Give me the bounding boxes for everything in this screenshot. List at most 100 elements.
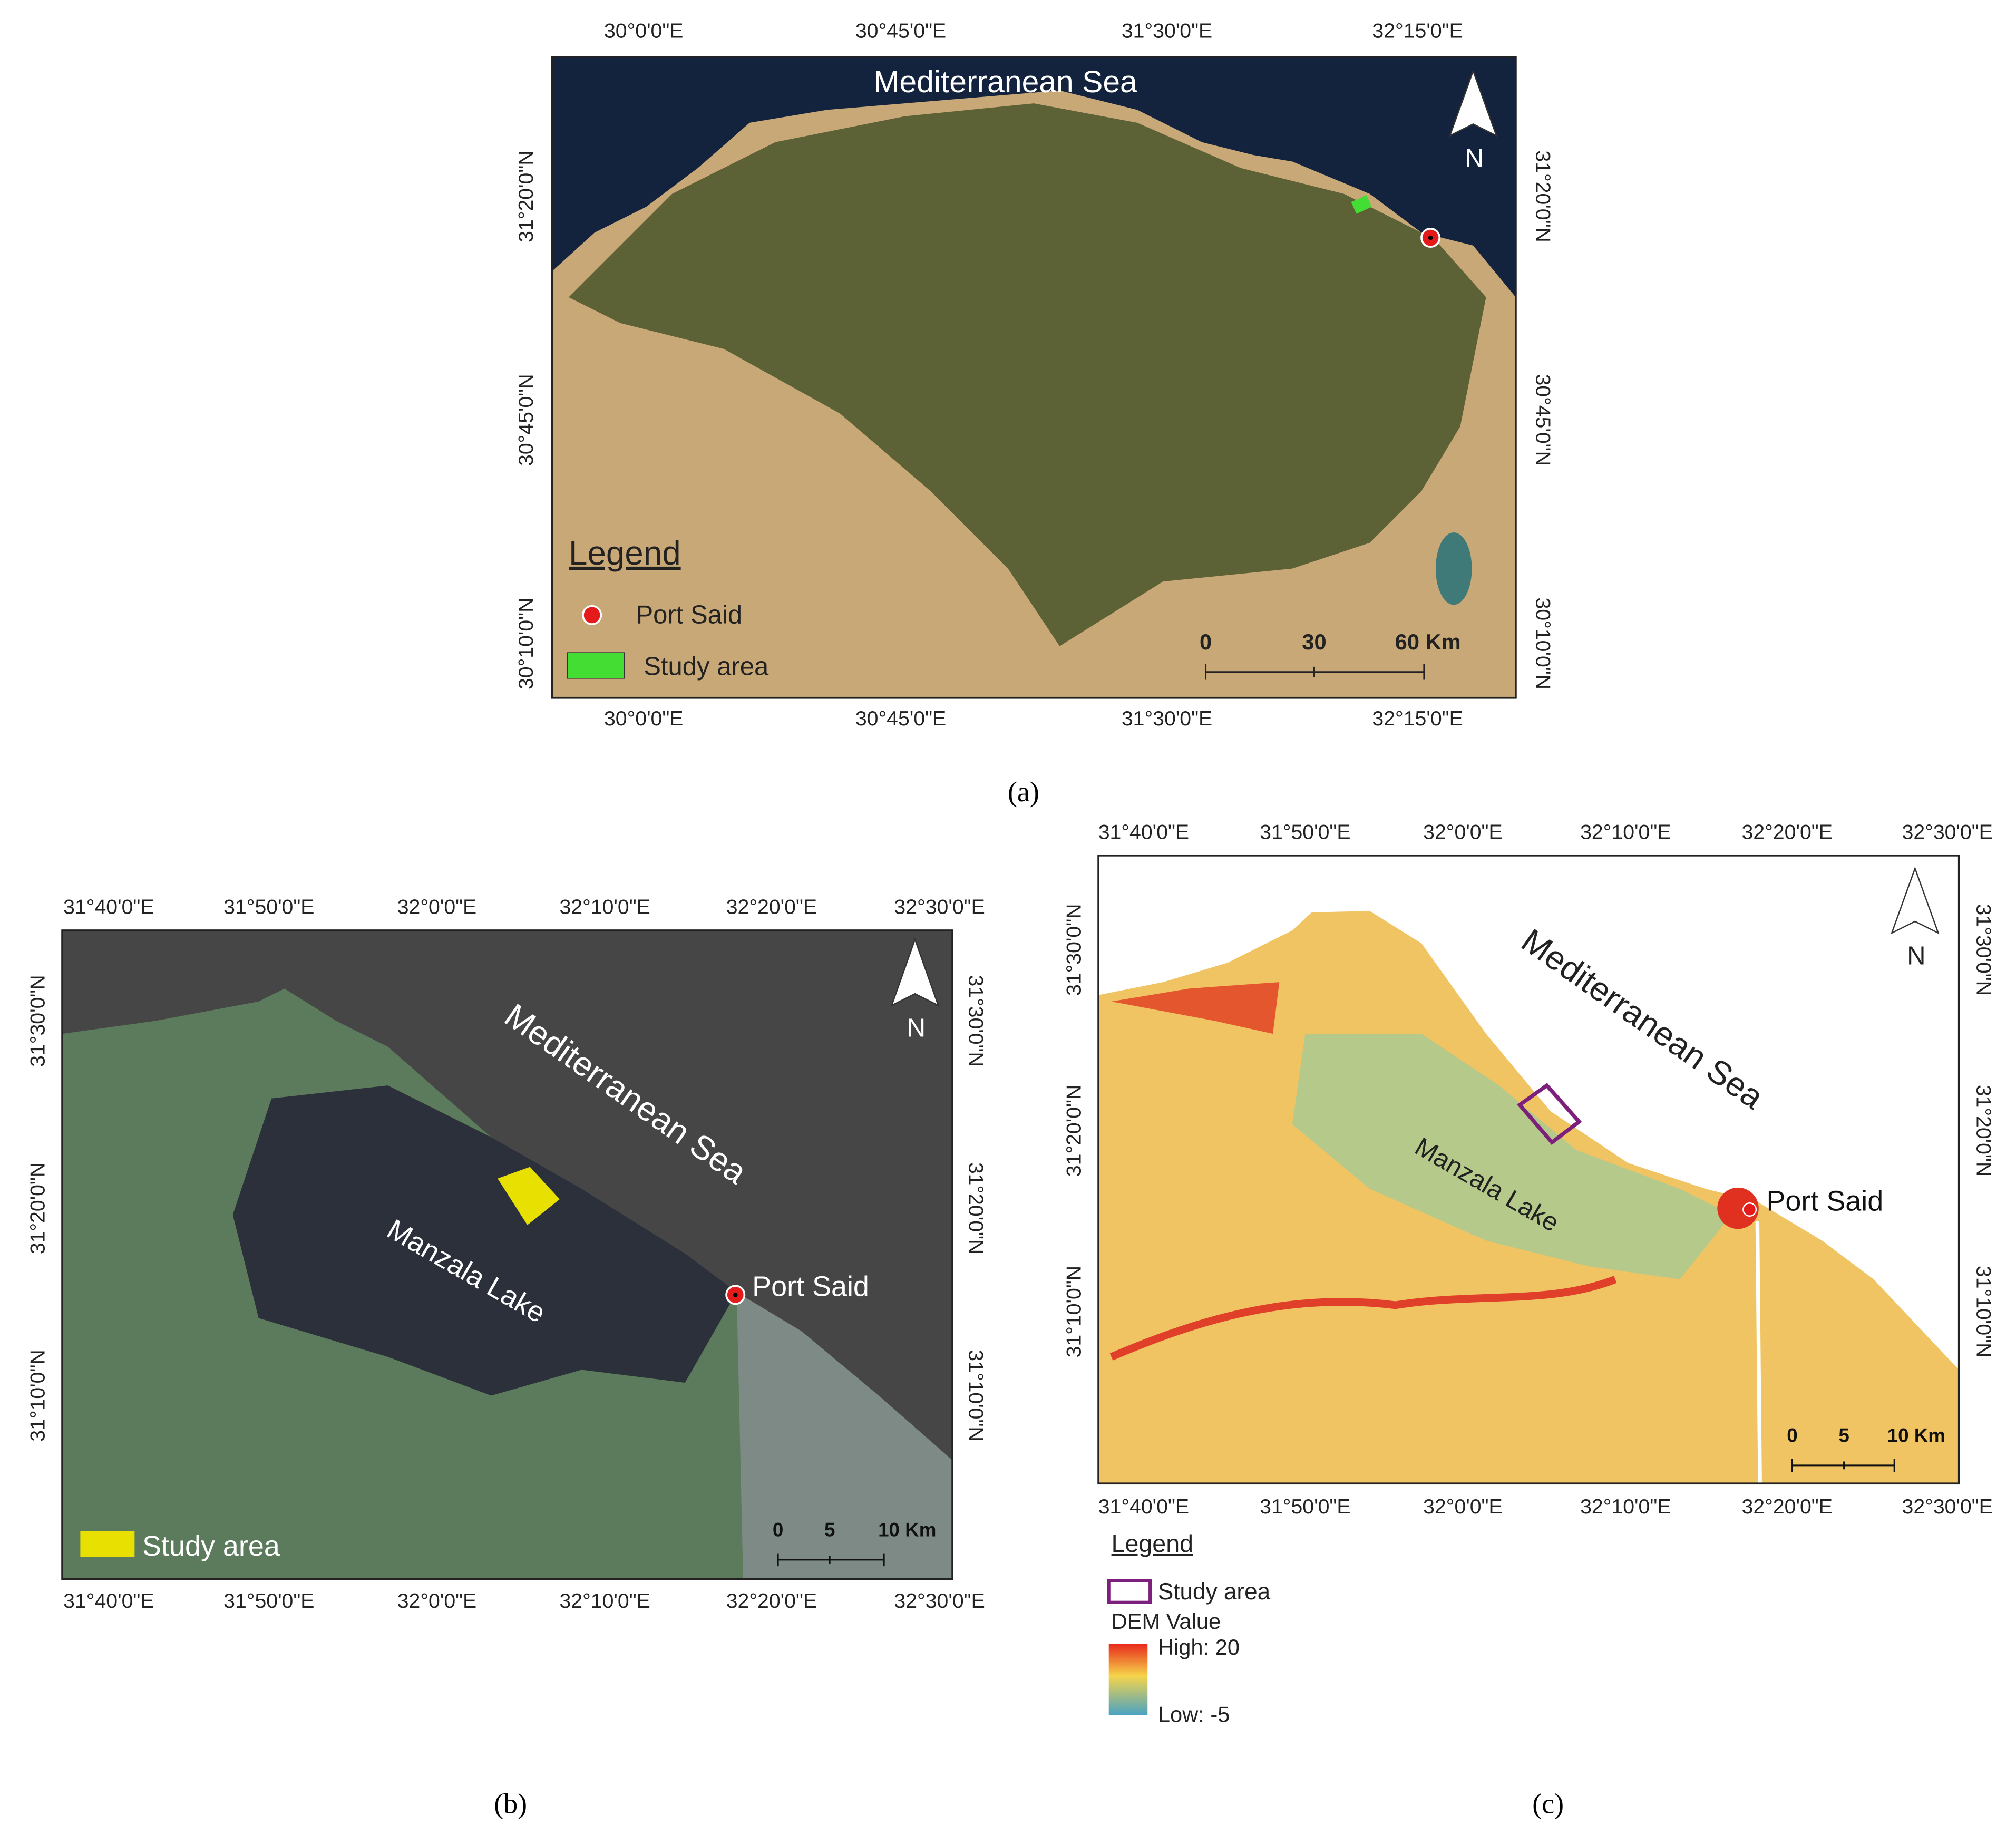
x-tick-label: 31°50'0"E bbox=[1260, 821, 1350, 844]
y-tick-label: 31°20'0"N bbox=[1532, 150, 1555, 242]
scale-label: 30 bbox=[1302, 629, 1326, 654]
y-tick-label: 31°30'0"N bbox=[1972, 904, 1995, 996]
lake bbox=[232, 1085, 737, 1396]
scale-label: 5 bbox=[1838, 1425, 1849, 1446]
scale-bar bbox=[1791, 1459, 1895, 1472]
port-said-marker bbox=[1742, 1202, 1757, 1217]
lake bbox=[1292, 1034, 1732, 1279]
panel-a: N Mediterranean Sea Legend Port Said Stu… bbox=[551, 56, 1517, 808]
x-tick-label: 32°10'0"E bbox=[1580, 1495, 1671, 1518]
x-tick-label: 32°20'0"E bbox=[1742, 821, 1833, 844]
x-tick-label: 31°40'0"E bbox=[1098, 821, 1189, 844]
x-tick-label: 31°50'0"E bbox=[1260, 1495, 1350, 1518]
dem-low: Low: -5 bbox=[1158, 1702, 1230, 1726]
y-tick-label: 31°10'0"N bbox=[1062, 1266, 1085, 1357]
dem-high: High: 20 bbox=[1158, 1635, 1240, 1659]
scale-label: 60 Km bbox=[1395, 629, 1461, 654]
x-tick-label: 31°40'0"E bbox=[1098, 1495, 1189, 1518]
panel-label: (b) bbox=[494, 1788, 527, 1819]
canal bbox=[1755, 1221, 1762, 1484]
dem-ramp bbox=[1108, 1644, 1148, 1715]
study-area bbox=[1351, 195, 1372, 214]
frame bbox=[1097, 854, 1960, 1485]
x-tick-label: 31°40'0"E bbox=[63, 896, 154, 919]
legend-title: Legend bbox=[1112, 1530, 1193, 1557]
x-tick-label: 30°45'0"E bbox=[855, 20, 946, 43]
y-tick-label: 30°45'0"N bbox=[1532, 374, 1555, 465]
x-tick-label: 32°20'0"E bbox=[1742, 1495, 1833, 1518]
city-elevation bbox=[1717, 1187, 1759, 1229]
x-tick-label: 31°50'0"E bbox=[223, 896, 314, 919]
legend-item: Study area bbox=[644, 652, 769, 681]
city-label: Port Said bbox=[752, 1270, 869, 1302]
urban bbox=[736, 1292, 953, 1579]
north-label: N bbox=[1465, 144, 1484, 173]
x-tick-label: 32°0'0"E bbox=[397, 1589, 477, 1613]
city-label: Port Said bbox=[1766, 1186, 1883, 1217]
panel-c: Port Said Mediterranean Sea Manzala Lake… bbox=[1097, 854, 1960, 1819]
x-tick-label: 32°20'0"E bbox=[726, 1589, 817, 1613]
x-tick-label: 31°30'0"E bbox=[1122, 20, 1212, 43]
x-tick-label: 32°30'0"E bbox=[894, 896, 985, 919]
study-area bbox=[1516, 1083, 1582, 1145]
scale-label: 10 Km bbox=[878, 1519, 936, 1541]
legend-marker bbox=[582, 605, 602, 625]
y-tick-label: 31°10'0"N bbox=[26, 1349, 49, 1441]
north-label: N bbox=[907, 1014, 926, 1043]
x-tick-label: 30°45'0"E bbox=[855, 707, 946, 730]
y-tick-label: 30°10'0"N bbox=[514, 598, 538, 690]
y-tick-label: 31°10'0"N bbox=[964, 1349, 987, 1441]
y-tick-label: 31°20'0"N bbox=[964, 1162, 987, 1254]
x-tick-label: 30°0'0"E bbox=[604, 707, 684, 730]
y-tick-label: 31°30'0"N bbox=[26, 975, 49, 1066]
y-tick-label: 31°20'0"N bbox=[514, 150, 538, 242]
scale-bar bbox=[1205, 664, 1425, 680]
scale-label: 0 bbox=[1200, 629, 1212, 654]
legend-swatch bbox=[1107, 1579, 1152, 1604]
high-ground bbox=[1111, 982, 1280, 1034]
legend-item: Study area bbox=[142, 1530, 280, 1562]
scale-label: 5 bbox=[824, 1519, 835, 1541]
panel-b: Port Said Mediterranean Sea Manzala Lake… bbox=[61, 929, 953, 1819]
x-tick-label: 32°15'0"E bbox=[1372, 20, 1463, 43]
y-tick-label: 31°30'0"N bbox=[964, 975, 987, 1066]
marker-dot bbox=[733, 1292, 738, 1297]
sea-label: Mediterranean Sea bbox=[873, 65, 1137, 99]
x-tick-label: 32°0'0"E bbox=[397, 896, 477, 919]
x-tick-label: 31°30'0"E bbox=[1122, 707, 1212, 730]
x-tick-label: 30°0'0"E bbox=[604, 20, 684, 43]
frame bbox=[551, 56, 1517, 699]
panel-label: (a) bbox=[1008, 776, 1039, 808]
y-tick-label: 30°45'0"N bbox=[514, 374, 538, 465]
panel-label: (c) bbox=[1532, 1788, 1564, 1819]
study-area bbox=[498, 1167, 560, 1225]
scale-label: 0 bbox=[1787, 1425, 1797, 1446]
scale-label: 0 bbox=[773, 1519, 783, 1541]
legend-title: Legend bbox=[569, 534, 681, 572]
y-tick-label: 31°20'0"N bbox=[1062, 1085, 1085, 1177]
north-arrow bbox=[1448, 69, 1498, 137]
y-tick-label: 31°30'0"N bbox=[1062, 904, 1085, 996]
y-tick-label: 31°20'0"N bbox=[1972, 1085, 1995, 1177]
x-tick-label: 32°0'0"E bbox=[1423, 821, 1503, 844]
x-tick-label: 32°30'0"E bbox=[894, 1589, 985, 1613]
delta bbox=[569, 103, 1486, 646]
x-tick-label: 32°20'0"E bbox=[726, 896, 817, 919]
x-tick-label: 32°10'0"E bbox=[1580, 821, 1671, 844]
marker-dot bbox=[1428, 235, 1433, 240]
y-tick-label: 31°20'0"N bbox=[26, 1162, 49, 1254]
x-tick-label: 31°40'0"E bbox=[63, 1589, 154, 1613]
scale-label: 10 Km bbox=[1887, 1425, 1945, 1446]
x-tick-label: 32°10'0"E bbox=[560, 1589, 650, 1613]
lake bbox=[1435, 532, 1472, 605]
legend-swatch bbox=[80, 1531, 135, 1557]
legend-swatch bbox=[567, 652, 625, 679]
y-tick-label: 31°10'0"N bbox=[1972, 1266, 1995, 1357]
high-ground bbox=[1109, 1276, 1617, 1361]
legend-item: Port Said bbox=[636, 600, 742, 629]
legend-item: Study area bbox=[1158, 1579, 1271, 1605]
y-tick-label: 30°10'0"N bbox=[1532, 598, 1555, 690]
north-arrow bbox=[1891, 866, 1940, 935]
x-tick-label: 32°10'0"E bbox=[560, 896, 650, 919]
